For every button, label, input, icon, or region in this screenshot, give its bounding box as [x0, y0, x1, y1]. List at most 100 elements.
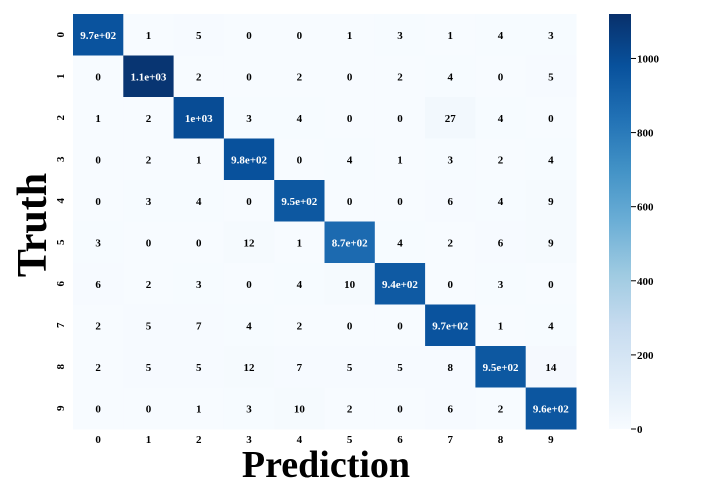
heatmap-cell-r5-c8: [475, 221, 527, 264]
heatmap-cell-r8-c7: [425, 346, 476, 388]
cell-label-r6-c8: 3: [498, 279, 504, 291]
cell-label-r1-c4: 2: [297, 71, 303, 83]
cell-label-r3-c3: 9.8e+02: [231, 154, 267, 166]
cell-label-r6-c9: 0: [548, 279, 554, 291]
cell-label-r2-c3: 3: [246, 113, 252, 125]
heatmap-cell-r8-c2: [173, 346, 225, 388]
heatmap-cell-r1-c9: [525, 55, 577, 98]
cell-label-r7-c2: 7: [196, 320, 202, 332]
heatmap-cell-r4-c8: [475, 180, 527, 222]
cell-label-r5-c2: 0: [196, 237, 202, 249]
heatmap-cell-r8-c5: [324, 346, 376, 388]
heatmap-cell-r0-c5: [324, 14, 376, 56]
x-tick-label-8: 8: [498, 434, 504, 446]
heatmap-cell-r2-c1: [123, 97, 175, 139]
cell-label-r2-c7: 27: [445, 113, 457, 125]
cell-label-r6-c0: 6: [95, 279, 101, 291]
cell-label-r2-c4: 4: [297, 113, 303, 125]
heatmap-cell-r7-c5: [324, 304, 376, 347]
cell-label-r9-c6: 0: [397, 403, 403, 415]
cell-label-r0-c7: 1: [448, 30, 454, 42]
heatmap-cell-r1-c7: [425, 55, 476, 98]
heatmap-cell-r9-c2: [173, 387, 225, 430]
cell-label-r2-c2: 1e+03: [185, 113, 213, 125]
cell-label-r9-c8: 2: [498, 403, 504, 415]
cell-label-r4-c8: 4: [498, 196, 504, 208]
x-tick-label-5: 5: [347, 434, 353, 446]
heatmap-cell-r7-c0: [73, 304, 124, 347]
heatmap-cell-r9-c8: [475, 387, 527, 430]
cell-label-r5-c8: 6: [498, 237, 504, 249]
heatmap-cell-r1-c4: [274, 55, 325, 98]
heatmap-cell-r0-c1: [123, 14, 175, 56]
heatmap-cell-r2-c8: [475, 97, 527, 139]
y-tick-label-3: 3: [55, 156, 67, 162]
heatmap-cell-r6-c0: [73, 263, 124, 305]
cell-label-r7-c7: 9.7e+02: [432, 320, 468, 332]
heatmap-cell-r8-c6: [374, 346, 426, 388]
heatmap-cell-r2-c5: [324, 97, 376, 139]
heatmap-cell-r3-c8: [475, 138, 527, 181]
heatmap-cell-r5-c6: [374, 221, 426, 264]
cell-label-r3-c5: 4: [347, 154, 353, 166]
heatmap-cell-r7-c3: [223, 304, 275, 347]
cell-label-r3-c9: 4: [548, 154, 554, 166]
cell-label-r0-c2: 5: [196, 30, 202, 42]
heatmap-cell-r9-c9: [525, 387, 577, 430]
heatmap-cell-r5-c9: [525, 221, 577, 264]
cell-label-r5-c3: 12: [244, 237, 256, 249]
heatmap-cell-r3-c1: [123, 138, 175, 181]
heatmap-cell-r4-c6: [374, 180, 426, 222]
colorbar: [609, 14, 631, 429]
heatmap-cell-r9-c0: [73, 387, 124, 430]
heatmap-cell-r1-c2: [173, 55, 225, 98]
cell-label-r8-c5: 5: [347, 362, 353, 374]
heatmap-cell-r8-c9: [525, 346, 577, 388]
cell-label-r1-c7: 4: [448, 71, 454, 83]
heatmap-cell-r7-c9: [525, 304, 577, 347]
cell-label-r7-c0: 2: [95, 320, 101, 332]
cell-label-r4-c2: 4: [196, 196, 202, 208]
cell-label-r0-c8: 4: [498, 30, 504, 42]
cell-label-r2-c0: 1: [95, 113, 101, 125]
heatmap-cell-r0-c2: [173, 14, 225, 56]
cell-label-r3-c4: 0: [297, 154, 303, 166]
heatmap-cell-r7-c8: [475, 304, 527, 347]
colorbar-ticks: 0 200 400 600 800 1000: [631, 53, 660, 436]
heatmap-cell-r5-c5: [324, 221, 376, 264]
heatmap-cell-r3-c3: [223, 138, 275, 181]
cell-label-r0-c3: 0: [246, 30, 252, 42]
cell-label-r7-c9: 4: [548, 320, 554, 332]
x-axis-ticks: 0 1 2 3 4 5 6 7 8 9: [95, 434, 554, 446]
heatmap-cell-r5-c2: [173, 221, 225, 264]
cell-label-r4-c1: 3: [146, 196, 152, 208]
cell-label-r4-c5: 0: [347, 196, 353, 208]
cell-label-r1-c6: 2: [397, 71, 403, 83]
cell-label-r5-c9: 9: [548, 237, 554, 249]
heatmap-cell-r6-c9: [525, 263, 577, 305]
heatmap-cell-r3-c6: [374, 138, 426, 181]
cell-label-r6-c5: 10: [344, 279, 356, 291]
cell-label-r9-c5: 2: [347, 403, 353, 415]
heatmap-cell-r7-c2: [173, 304, 225, 347]
heatmap-cell-r6-c7: [425, 263, 476, 305]
cell-label-r0-c5: 1: [347, 30, 353, 42]
cell-label-r8-c3: 12: [244, 362, 256, 374]
y-tick-label-0: 0: [55, 32, 67, 38]
cell-label-r8-c6: 5: [397, 362, 403, 374]
heatmap-cell-r5-c0: [73, 221, 124, 264]
cell-label-r5-c0: 3: [95, 237, 101, 249]
cell-label-r5-c6: 4: [397, 237, 403, 249]
heatmap-cell-r8-c8: [475, 346, 527, 388]
heatmap-cell-r6-c4: [274, 263, 325, 305]
cell-label-r1-c0: 0: [95, 71, 101, 83]
cell-label-r5-c4: 1: [297, 237, 303, 249]
colorbar-tick-label-600: 600: [637, 202, 654, 214]
heatmap-cell-r5-c3: [223, 221, 275, 264]
heatmap-cell-r7-c7: [425, 304, 476, 347]
colorbar-tick-label-1000: 1000: [637, 53, 660, 65]
heatmap-cell-r9-c7: [425, 387, 476, 430]
cell-label-r8-c0: 2: [95, 362, 101, 374]
heatmap-cell-r7-c6: [374, 304, 426, 347]
y-tick-label-5: 5: [55, 239, 67, 245]
